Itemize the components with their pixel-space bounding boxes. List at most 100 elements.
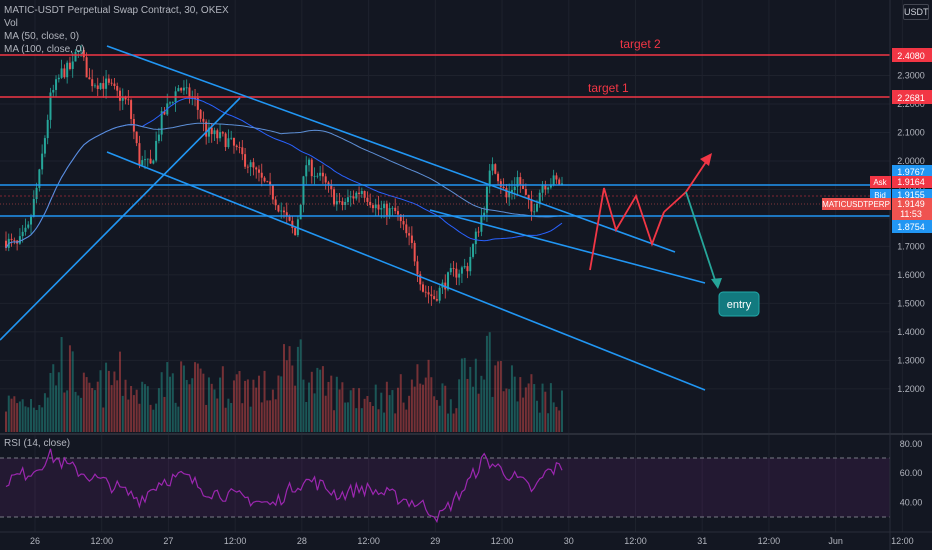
- volume-bar: [513, 376, 516, 432]
- volume-bar: [319, 369, 322, 432]
- volume-bar: [246, 379, 249, 432]
- candle-body: [213, 130, 216, 135]
- candle-body: [210, 127, 213, 135]
- candle-body: [116, 86, 119, 91]
- volume-bar: [491, 396, 494, 432]
- channel-upper-trendline[interactable]: [106, 45, 676, 253]
- channel-breakout-trendline[interactable]: [429, 209, 706, 284]
- candle-body: [27, 224, 30, 228]
- volume-bar: [541, 383, 544, 432]
- volume-bar: [502, 391, 505, 432]
- target-arrow-path[interactable]: [663, 155, 711, 213]
- time-tick-label: 12:00: [90, 536, 113, 546]
- candle-body: [205, 121, 208, 137]
- volume-bar: [302, 379, 305, 432]
- candle-body: [285, 212, 288, 217]
- candlesticks: [5, 45, 563, 306]
- ask-price-text: 1.9164: [897, 177, 925, 187]
- candle-body: [283, 210, 285, 213]
- candle-body: [60, 68, 63, 78]
- candle-body: [85, 57, 88, 78]
- candle-body: [497, 173, 500, 182]
- time-tick-label: 12:00: [357, 536, 380, 546]
- volume-bar: [497, 361, 500, 432]
- volume-bar: [74, 391, 77, 432]
- candle-body: [221, 132, 224, 134]
- volume-bar: [508, 389, 511, 432]
- candle-body: [130, 100, 133, 119]
- candle-body: [10, 238, 13, 240]
- volume-bar: [288, 346, 291, 432]
- candle-body: [46, 119, 49, 139]
- entry-arrow-path[interactable]: [685, 191, 717, 284]
- volume-bar: [430, 377, 433, 432]
- candle-body: [321, 172, 324, 177]
- candle-body: [171, 102, 174, 103]
- volume-bar: [483, 379, 486, 432]
- candle-body: [294, 227, 297, 236]
- ask-tag-text: Ask: [873, 178, 887, 187]
- rsi-legend[interactable]: RSI (14, close): [4, 438, 71, 449]
- candle-body: [49, 92, 52, 120]
- volume-bar: [299, 339, 302, 432]
- volume-bar: [333, 410, 336, 432]
- ma100-legend[interactable]: MA (100, close, 0): [4, 44, 85, 55]
- volume-bar: [505, 388, 508, 432]
- volume-bar: [474, 358, 477, 432]
- volume-bar: [358, 388, 361, 432]
- time-tick-label: 12:00: [758, 536, 781, 546]
- volume-bar: [324, 395, 327, 432]
- volume-bar: [194, 362, 197, 432]
- volume-bar: [266, 400, 269, 432]
- volume-bar: [60, 337, 63, 432]
- volume-bar: [252, 379, 255, 432]
- volume-bar: [313, 393, 316, 432]
- candle-body: [396, 211, 399, 215]
- candle-body: [93, 85, 96, 87]
- entry-callout[interactable]: [718, 291, 760, 317]
- candle-body: [299, 204, 302, 220]
- candle-body: [530, 199, 533, 212]
- price-tick-label: 2.1000: [897, 127, 925, 137]
- volume-bar: [455, 408, 458, 432]
- volume-bar: [433, 396, 436, 432]
- time-tick-label: 12:00: [624, 536, 647, 546]
- currency-button[interactable]: USDT: [903, 4, 929, 20]
- candle-body: [274, 199, 277, 206]
- volume-bar: [255, 387, 258, 432]
- volume-bar: [444, 385, 447, 432]
- w-pattern-path[interactable]: [589, 187, 665, 271]
- candle-body: [68, 62, 71, 69]
- volume-bar: [494, 365, 497, 432]
- volume-bar: [499, 360, 502, 432]
- symbol-title[interactable]: MATIC-USDT Perpetual Swap Contract, 30, …: [4, 5, 229, 16]
- volume-bar: [188, 384, 191, 432]
- price-tick-label: 2.0000: [897, 156, 925, 166]
- candle-body: [555, 175, 558, 180]
- candle-body: [522, 185, 525, 189]
- candle-body: [558, 179, 561, 186]
- candle-body: [371, 205, 374, 209]
- candle-body: [71, 61, 74, 69]
- volume-bar: [558, 410, 561, 432]
- channel-mid-trendline[interactable]: [0, 97, 241, 341]
- candle-body: [66, 62, 69, 78]
- time-tick-label: 29: [430, 536, 440, 546]
- ma50-legend[interactable]: MA (50, close, 0): [4, 31, 80, 42]
- time-tick-label: 27: [163, 536, 173, 546]
- channel-lower-trendline[interactable]: [106, 151, 706, 391]
- volume-bar: [346, 402, 349, 432]
- candle-body: [146, 158, 149, 160]
- volume-bar: [46, 397, 49, 432]
- candle-body: [494, 164, 497, 174]
- candle-body: [408, 233, 411, 236]
- volume-bar: [402, 402, 405, 432]
- candle-body: [333, 189, 336, 205]
- candle-body: [388, 208, 391, 217]
- volume-bar: [182, 365, 185, 432]
- volume-legend[interactable]: Vol: [4, 18, 18, 29]
- price-tick-label: 2.3000: [897, 70, 925, 80]
- volume-bar: [480, 375, 483, 432]
- volume-bar: [180, 361, 183, 432]
